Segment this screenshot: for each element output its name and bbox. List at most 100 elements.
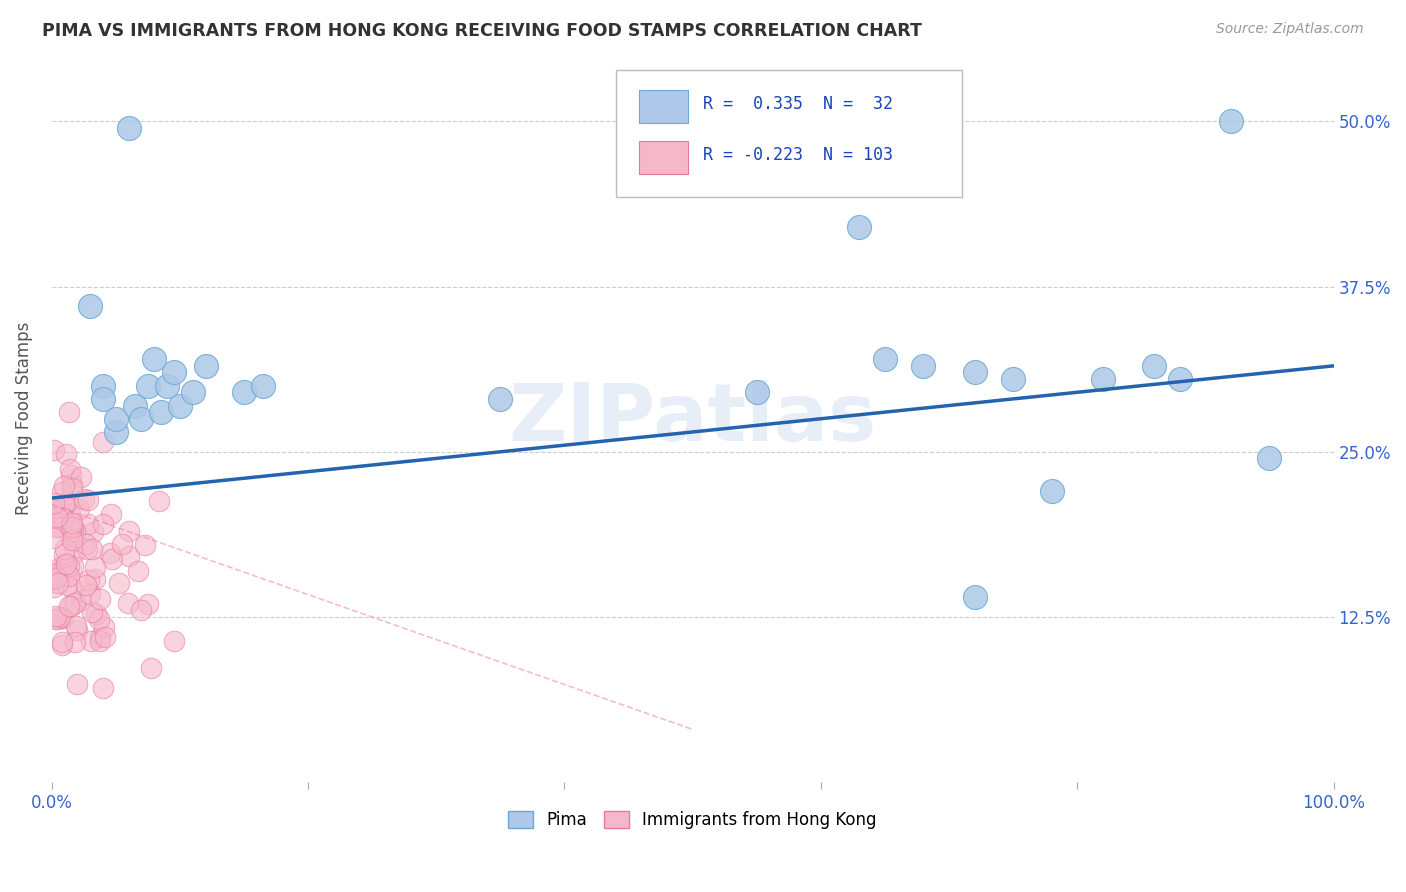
Point	[149, 405, 172, 419]
Point	[69, 469, 91, 483]
Point	[65, 524, 87, 539]
Point	[51, 638, 73, 652]
Point	[67, 502, 90, 516]
Point	[52, 558, 75, 573]
Point	[118, 549, 141, 564]
Point	[58, 599, 80, 613]
Point	[80, 634, 103, 648]
Point	[89, 591, 111, 606]
Point	[131, 603, 153, 617]
Point	[233, 385, 256, 400]
Point	[104, 425, 127, 439]
FancyBboxPatch shape	[616, 70, 962, 197]
Point	[46, 612, 69, 626]
Point	[117, 596, 139, 610]
Point	[124, 399, 146, 413]
Point	[53, 479, 76, 493]
Point	[55, 578, 77, 592]
Point	[60, 477, 83, 491]
Point	[101, 552, 124, 566]
Point	[1002, 372, 1025, 386]
Point	[169, 399, 191, 413]
Point	[52, 511, 75, 525]
Point	[45, 520, 67, 534]
Point	[65, 677, 87, 691]
Point	[252, 378, 274, 392]
Text: R =  0.335  N =  32: R = 0.335 N = 32	[703, 95, 893, 113]
Point	[1040, 484, 1063, 499]
Point	[82, 541, 104, 556]
Point	[48, 520, 70, 534]
Point	[89, 633, 111, 648]
Point	[1220, 114, 1243, 128]
Point	[46, 576, 69, 591]
Y-axis label: Receiving Food Stamps: Receiving Food Stamps	[15, 322, 32, 516]
Point	[91, 681, 114, 695]
Point	[56, 566, 79, 581]
Point	[55, 560, 77, 574]
Point	[53, 542, 76, 557]
Point	[77, 574, 100, 588]
Point	[156, 378, 179, 392]
Point	[65, 596, 87, 610]
Point	[44, 443, 66, 458]
Point	[42, 569, 65, 583]
Point	[91, 378, 114, 392]
Point	[59, 519, 82, 533]
Point	[62, 516, 84, 530]
Point	[45, 608, 67, 623]
Point	[84, 560, 107, 574]
Point	[912, 359, 935, 373]
Point	[181, 385, 204, 400]
Point	[60, 468, 83, 483]
Point	[58, 462, 80, 476]
Text: PIMA VS IMMIGRANTS FROM HONG KONG RECEIVING FOOD STAMPS CORRELATION CHART: PIMA VS IMMIGRANTS FROM HONG KONG RECEIV…	[42, 22, 922, 40]
Point	[963, 591, 986, 605]
FancyBboxPatch shape	[638, 141, 688, 174]
Point	[44, 611, 66, 625]
Point	[745, 385, 768, 400]
Point	[848, 220, 870, 235]
Point	[48, 500, 70, 515]
Point	[82, 605, 104, 619]
Point	[75, 537, 97, 551]
Point	[55, 495, 77, 509]
Point	[58, 558, 80, 573]
Point	[79, 299, 101, 313]
Point	[75, 577, 97, 591]
Point	[45, 509, 67, 524]
Point	[51, 485, 73, 500]
Point	[1091, 372, 1114, 386]
Point	[52, 547, 75, 561]
Point	[1143, 359, 1166, 373]
Point	[52, 497, 75, 511]
Point	[42, 501, 65, 516]
Point	[76, 493, 98, 508]
Text: R = -0.223  N = 103: R = -0.223 N = 103	[703, 145, 893, 164]
Point	[45, 571, 67, 585]
Point	[60, 533, 83, 547]
Point	[63, 530, 86, 544]
Point	[79, 587, 101, 601]
Point	[82, 524, 104, 539]
Point	[76, 541, 98, 556]
Point	[65, 618, 87, 632]
Point	[52, 611, 75, 625]
Point	[89, 630, 111, 644]
Point	[489, 392, 512, 406]
Text: Source: ZipAtlas.com: Source: ZipAtlas.com	[1216, 22, 1364, 37]
Point	[93, 517, 115, 532]
Point	[63, 546, 86, 560]
Point	[1168, 372, 1191, 386]
Point	[131, 411, 153, 425]
Point	[118, 120, 141, 135]
Point	[93, 620, 115, 634]
Point	[58, 405, 80, 419]
Point	[1258, 451, 1281, 466]
Point	[136, 597, 159, 611]
Text: ZIPatlas: ZIPatlas	[509, 380, 877, 458]
Point	[148, 494, 170, 508]
Point	[55, 447, 77, 461]
Point	[873, 352, 896, 367]
Point	[141, 661, 163, 675]
